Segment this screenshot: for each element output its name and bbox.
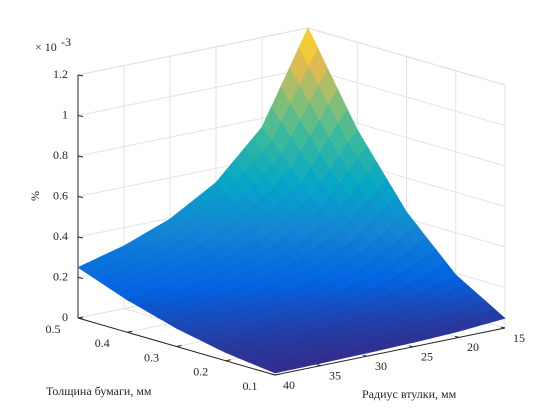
z-tick-label: 1: [62, 107, 68, 121]
z-tick: [77, 196, 84, 198]
x-tick: [225, 359, 231, 362]
y-tick: [362, 354, 368, 357]
y-tick-label: 30: [375, 359, 387, 373]
x-tick-label: 0.3: [144, 350, 159, 364]
y-tick: [316, 364, 322, 367]
y-axis: [274, 327, 506, 376]
z-tick: [77, 115, 84, 117]
surface: [77, 27, 506, 374]
x-axis-label: Толщина бумаги, мм: [46, 384, 152, 398]
surface-patch: [264, 366, 286, 374]
x-tick-label: 0.1: [243, 379, 258, 393]
x-tick: [127, 330, 133, 333]
z-tick-label: 0.8: [53, 148, 68, 162]
y-tick-label: 40: [283, 378, 295, 392]
z-tick: [77, 277, 84, 279]
x-tick: [274, 373, 281, 376]
y-tick-label: 20: [467, 340, 479, 354]
z-tick-label: 0.2: [53, 269, 68, 283]
z-tick: [77, 74, 84, 77]
z-exponent-power: -3: [61, 35, 71, 49]
x-tick-label: 0.2: [193, 365, 208, 379]
x-tick: [77, 316, 84, 319]
y-tick-label: 15: [513, 331, 525, 345]
z-grid-line: [77, 27, 309, 76]
z-grid-line: [77, 68, 309, 116]
z-tick: [77, 155, 84, 158]
y-tick: [454, 335, 460, 338]
labels: × 10 -3 % Толщина бумаги, мм Радиус втул…: [28, 35, 525, 401]
y-tick: [408, 345, 414, 348]
z-tick-label: 1.2: [53, 67, 68, 81]
y-tick: [270, 373, 276, 376]
z-tick-label: 0.6: [53, 188, 68, 202]
x-tick-label: 0.5: [46, 322, 61, 336]
x-tick-label: 0.4: [95, 336, 110, 350]
z-tick: [77, 236, 84, 239]
y-tick-label: 35: [329, 368, 341, 382]
y-tick: [500, 326, 506, 329]
y-axis-label: Радиус втулки, мм: [362, 387, 457, 401]
z-axis-label: %: [28, 191, 42, 201]
z-tick-label: 0.4: [53, 229, 68, 243]
z-tick-label: 0: [62, 310, 68, 324]
y-tick-label: 25: [421, 350, 433, 364]
x-tick: [176, 345, 182, 347]
z-exponent-base: × 10: [35, 40, 57, 54]
